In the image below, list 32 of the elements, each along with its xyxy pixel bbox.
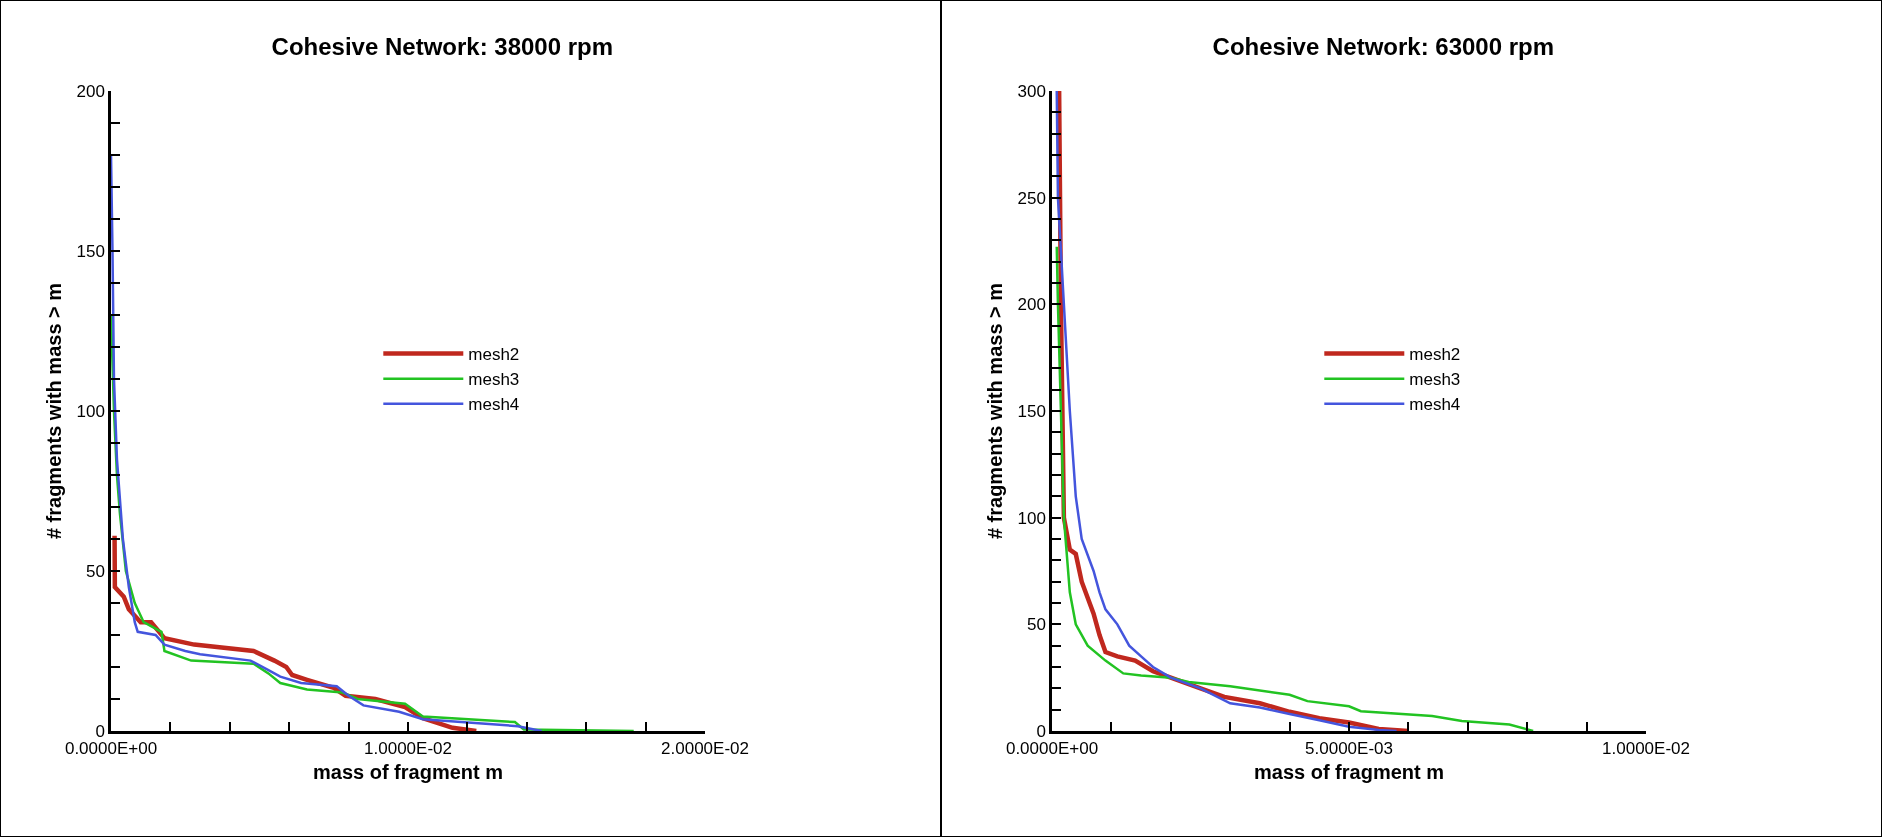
x-axis-title: mass of fragment m: [312, 760, 504, 783]
chart-title: Cohesive Network: 63000 rpm: [1212, 33, 1555, 61]
line-series: [111, 153, 543, 731]
y-tick-label: 150: [76, 241, 105, 261]
y-tick-label: 0: [95, 721, 105, 741]
x-tick-label: 2.0000E-02: [661, 739, 749, 759]
x-tick-label: 0.0000E+00: [1005, 739, 1099, 759]
y-tick-label: 0: [1036, 721, 1046, 741]
x-tick-label: 5.0000E-03: [1305, 739, 1393, 759]
legend-label: mesh4: [468, 395, 520, 415]
legend-label: mesh3: [1409, 370, 1461, 390]
y-tick-label: 100: [1017, 508, 1046, 528]
legend-label: mesh4: [1409, 395, 1461, 415]
y-axis-title: # fragments with mass > m: [42, 282, 65, 540]
y-tick-label: 250: [1017, 188, 1046, 208]
y-tick-label: 50: [1026, 615, 1046, 635]
y-tick-label: 300: [1017, 81, 1046, 101]
y-tick-label: 50: [85, 561, 105, 581]
y-tick-label: 100: [76, 401, 105, 421]
y-axis-title: # fragments with mass > m: [983, 282, 1006, 540]
chart-title: Cohesive Network: 38000 rpm: [271, 33, 614, 61]
y-tick-label: 200: [76, 81, 105, 101]
y-tick-label: 150: [1017, 401, 1046, 421]
legend-label: mesh3: [468, 370, 520, 390]
x-tick-label: 1.0000E-02: [1602, 739, 1690, 759]
legend-label: mesh2: [1409, 345, 1461, 365]
line-series: [1055, 245, 1535, 731]
legend-label: mesh2: [468, 345, 520, 365]
x-tick-label: 0.0000E+00: [64, 739, 158, 759]
x-tick-label: 1.0000E-02: [364, 739, 452, 759]
y-tick-label: 200: [1017, 295, 1046, 315]
x-axis-title: mass of fragment m: [1253, 760, 1445, 783]
